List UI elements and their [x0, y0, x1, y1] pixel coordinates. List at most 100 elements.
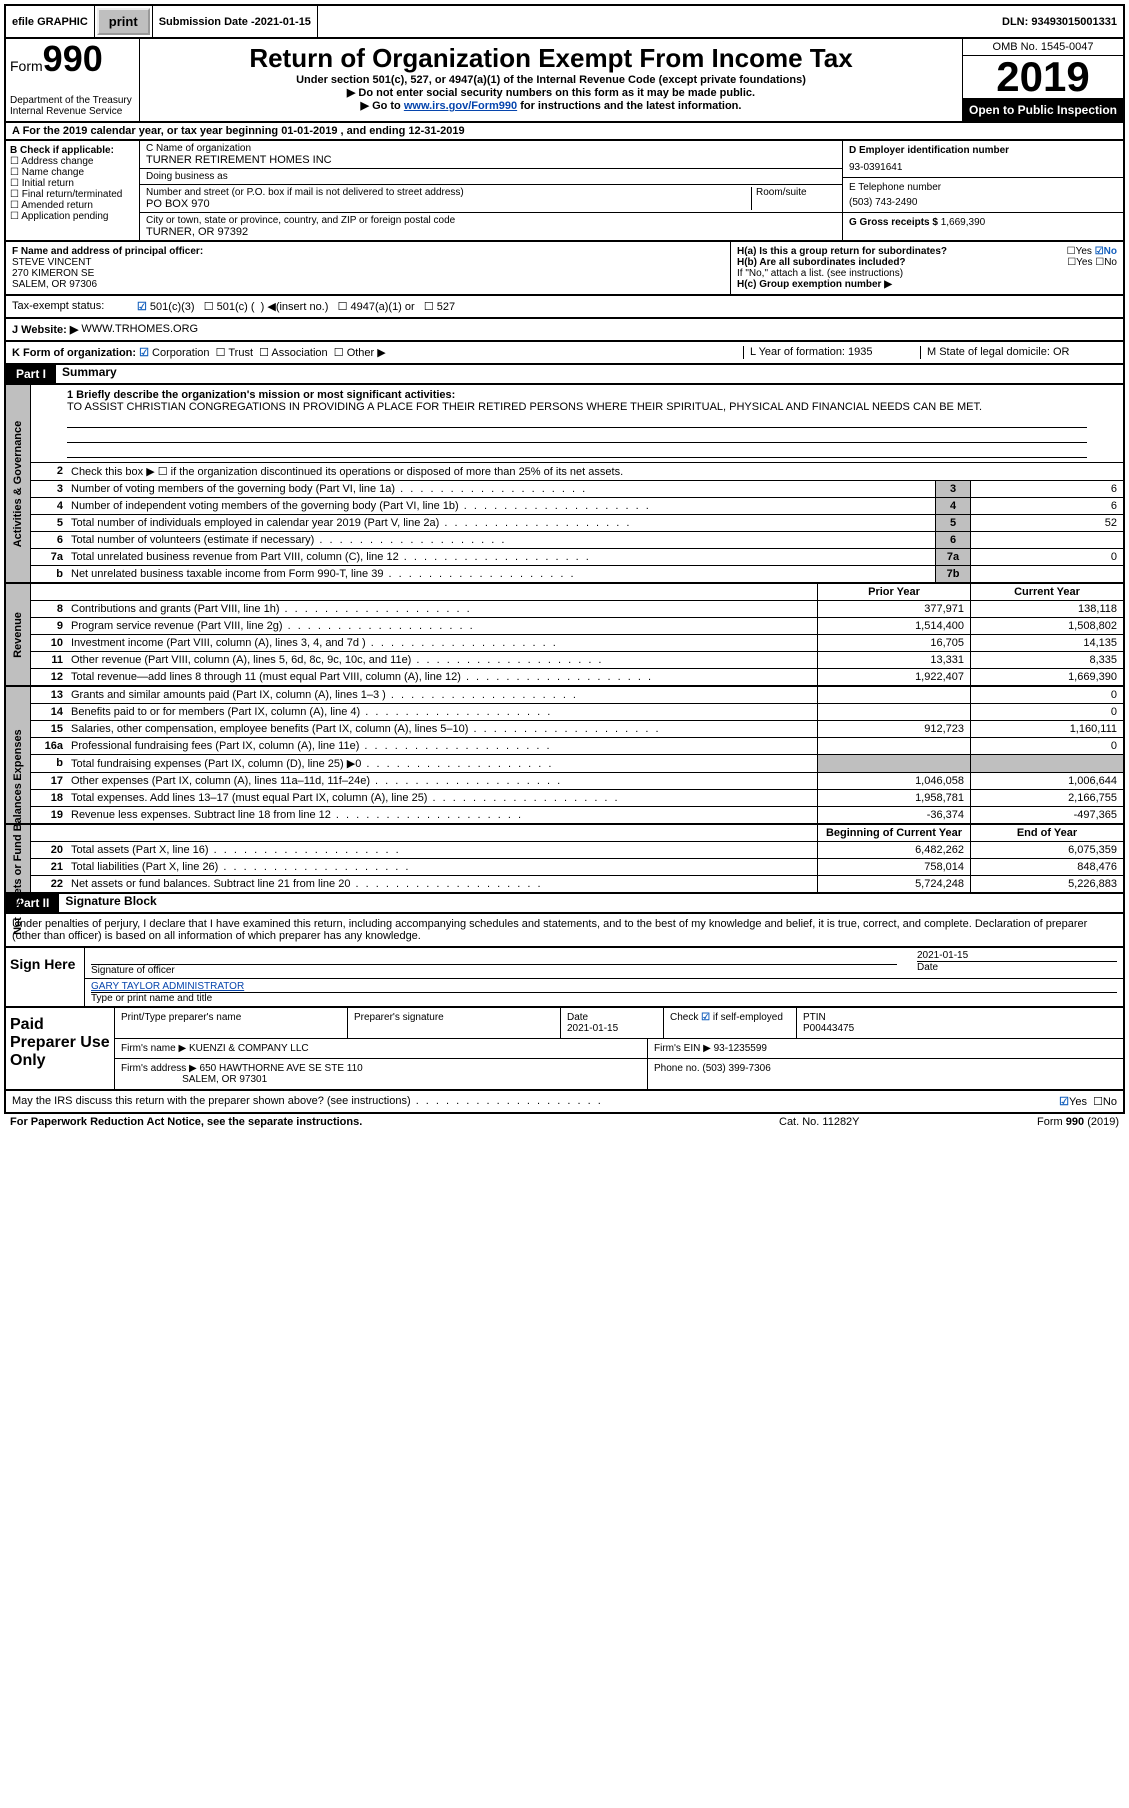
officer-typed[interactable]: GARY TAYLOR ADMINISTRATOR	[91, 981, 244, 992]
tel-label: E Telephone number	[849, 182, 1117, 193]
form-title: Return of Organization Exempt From Incom…	[144, 43, 958, 74]
open-inspection: Open to Public Inspection	[963, 99, 1123, 121]
vtab-net: Net Assets or Fund Balances	[6, 825, 31, 892]
dept: Department of the Treasury	[10, 95, 135, 106]
addr-cell: Number and street (or P.O. box if mail i…	[140, 185, 842, 213]
f-label: F Name and address of principal officer:	[12, 246, 203, 257]
addr: PO BOX 970	[146, 198, 751, 210]
row-klm: K Form of organization: ☑ Corporation ☐ …	[4, 342, 1125, 365]
irs-link[interactable]: www.irs.gov/Form990	[404, 100, 517, 112]
form-number: Form990	[10, 43, 135, 75]
col-b-label: B Check if applicable:	[10, 145, 114, 156]
part1-governance: Activities & Governance 1 Briefly descri…	[4, 385, 1125, 584]
discuss-q: May the IRS discuss this return with the…	[12, 1095, 1059, 1108]
footer-right: Form 990 (2019)	[979, 1116, 1119, 1128]
k-label: K Form of organization:	[12, 347, 136, 359]
name-line: GARY TAYLOR ADMINISTRATOR Type or print …	[85, 979, 1123, 1006]
sig-line: Signature of officer 2021-01-15 Date	[85, 948, 1123, 979]
submission-date: Submission Date - 2021-01-15	[153, 6, 318, 37]
mission-text: TO ASSIST CHRISTIAN CONGREGATIONS IN PRO…	[67, 401, 982, 413]
part1-net: Net Assets or Fund Balances Beginning of…	[4, 825, 1125, 894]
efile-label: efile GRAPHIC	[6, 6, 95, 37]
sig-label: Signature of officer	[91, 964, 897, 976]
footer-mid: Cat. No. 11282Y	[779, 1116, 979, 1128]
sub-date: 2021-01-15	[255, 16, 311, 28]
header-mid: Return of Organization Exempt From Incom…	[140, 39, 962, 121]
website-label: J Website: ▶	[12, 323, 78, 336]
revenue-content: Prior Year Current Year 8Contributions a…	[31, 584, 1123, 685]
gross-cell: G Gross receipts $ 1,669,390	[843, 213, 1123, 232]
col-curr: Current Year	[970, 584, 1123, 600]
officer-addr2: SALEM, OR 97306	[12, 279, 97, 290]
part1-hdr: Part I	[6, 365, 56, 383]
room-label: Room/suite	[751, 187, 836, 210]
irs: Internal Revenue Service	[10, 106, 135, 117]
part1-expenses: Expenses 13Grants and similar amounts pa…	[4, 687, 1125, 825]
dba-cell: Doing business as	[140, 169, 842, 185]
part2-hdr-row: Part II Signature Block	[4, 894, 1125, 914]
name-label: C Name of organization	[146, 143, 836, 154]
row-l: L Year of formation: 1935	[743, 346, 920, 359]
paid-preparer: Paid Preparer Use Only Print/Type prepar…	[4, 1008, 1125, 1091]
sign-mid: Signature of officer 2021-01-15 Date GAR…	[85, 948, 1123, 1006]
governance-content: 1 Briefly describe the organization's mi…	[31, 385, 1123, 582]
exp-line-13: 13Grants and similar amounts paid (Part …	[31, 687, 1123, 704]
tel: (503) 743-2490	[849, 197, 1117, 208]
chk-5: ☐ Application pending	[10, 211, 135, 222]
tel-cell: E Telephone number (503) 743-2490	[843, 178, 1123, 213]
line1-label: 1 Briefly describe the organization's mi…	[67, 389, 455, 401]
row-fh: F Name and address of principal officer:…	[4, 242, 1125, 296]
discuss-a: ☑Yes ☐No	[1059, 1095, 1117, 1108]
expenses-content: 13Grants and similar amounts paid (Part …	[31, 687, 1123, 823]
chk-3: ☐ Final return/terminated	[10, 189, 135, 200]
row-a-text: A For the 2019 calendar year, or tax yea…	[12, 125, 465, 137]
footer: For Paperwork Reduction Act Notice, see …	[4, 1114, 1125, 1130]
tax-year: 2019	[963, 56, 1123, 99]
row-discuss: May the IRS discuss this return with the…	[4, 1091, 1125, 1114]
officer-addr1: 270 KIMERON SE	[12, 268, 94, 279]
name-label: Type or print name and title	[91, 992, 1117, 1004]
paid-r1: Print/Type preparer's name Preparer's si…	[115, 1008, 1123, 1039]
paid-mid: Print/Type preparer's name Preparer's si…	[115, 1008, 1123, 1089]
vtab-revenue: Revenue	[6, 584, 31, 685]
rev-line-11: 11Other revenue (Part VIII, column (A), …	[31, 652, 1123, 669]
sign-date: 2021-01-15	[917, 950, 1117, 961]
net-line-21: 21Total liabilities (Part X, line 26)758…	[31, 859, 1123, 876]
col-b: B Check if applicable: ☐ Address change …	[6, 141, 140, 240]
chk-4: ☐ Amended return	[10, 200, 135, 211]
paid-r2: Firm's name ▶ KUENZI & COMPANY LLC Firm'…	[115, 1039, 1123, 1059]
net-line-20: 20Total assets (Part X, line 16)6,482,26…	[31, 842, 1123, 859]
gov-line-7a: 7aTotal unrelated business revenue from …	[31, 549, 1123, 566]
part2-title: Signature Block	[65, 894, 156, 912]
h-b: H(b) Are all subordinates included? ☐Yes…	[737, 257, 1117, 268]
line2: 2 Check this box ▶ ☐ if the organization…	[31, 463, 1123, 481]
sub-label: Submission Date -	[159, 16, 255, 28]
ein: 93-0391641	[849, 162, 1117, 173]
org-name: TURNER RETIREMENT HOMES INC	[146, 154, 836, 166]
exp-line-19: 19Revenue less expenses. Subtract line 1…	[31, 807, 1123, 823]
h-c: H(c) Group exemption number ▶	[737, 279, 1117, 290]
rev-line-12: 12Total revenue—add lines 8 through 11 (…	[31, 669, 1123, 685]
row-website: J Website: ▶ WWW.TRHOMES.ORG	[4, 319, 1125, 342]
row-a: A For the 2019 calendar year, or tax yea…	[4, 123, 1125, 141]
line1: 1 Briefly describe the organization's mi…	[31, 385, 1123, 463]
col-d: D Employer identification number 93-0391…	[842, 141, 1123, 240]
gross: 1,669,390	[941, 217, 986, 228]
part1-revenue: Revenue Prior Year Current Year 8Contrib…	[4, 584, 1125, 687]
te-label: Tax-exempt status:	[12, 300, 137, 313]
vtab-governance: Activities & Governance	[6, 385, 31, 582]
print-button[interactable]: print	[97, 8, 150, 35]
col-c: C Name of organization TURNER RETIREMENT…	[140, 141, 842, 240]
exp-line-14: 14Benefits paid to or for members (Part …	[31, 704, 1123, 721]
gov-line-5: 5Total number of individuals employed in…	[31, 515, 1123, 532]
form-header: Form990 Department of the Treasury Inter…	[4, 39, 1125, 123]
row-m: M State of legal domicile: OR	[920, 346, 1117, 359]
org-name-cell: C Name of organization TURNER RETIREMENT…	[140, 141, 842, 169]
city: TURNER, OR 97392	[146, 226, 836, 238]
ein-cell: D Employer identification number 93-0391…	[843, 141, 1123, 178]
gov-line-b: bNet unrelated business taxable income f…	[31, 566, 1123, 582]
paid-r3: Firm's address ▶ 650 HAWTHORNE AVE SE ST…	[115, 1059, 1123, 1089]
city-label: City or town, state or province, country…	[146, 215, 836, 226]
sub1: Under section 501(c), 527, or 4947(a)(1)…	[144, 74, 958, 86]
netcol-curr: End of Year	[970, 825, 1123, 841]
